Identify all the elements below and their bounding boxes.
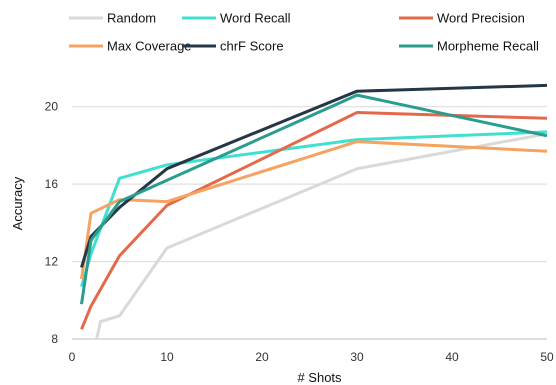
legend-label-random: Random	[107, 11, 156, 26]
x-tick-label: 40	[445, 350, 459, 364]
legend: Random Word Recall Word Precision Max Cover…	[69, 11, 539, 54]
x-tick-label: 30	[350, 350, 364, 364]
series-line-random	[95, 132, 547, 339]
legend-label-max-coverage: Max Coverage	[107, 39, 192, 54]
series-line-morpheme-recall	[80, 93, 547, 305]
x-tick-label: 10	[160, 350, 174, 364]
x-axis-label: # Shots	[297, 370, 342, 385]
plot-area	[80, 83, 547, 339]
x-tick-label: 0	[69, 350, 76, 364]
y-tick-label: 20	[45, 100, 59, 114]
y-tick-labels: 8 12 16 20	[45, 100, 59, 346]
x-tick-label: 20	[255, 350, 269, 364]
y-tick-label: 8	[51, 332, 58, 346]
y-tick-label: 16	[45, 177, 59, 191]
y-axis-label: Accuracy	[10, 176, 25, 230]
series-line-max-coverage	[80, 140, 547, 280]
x-tick-label: 50	[540, 350, 554, 364]
legend-label-word-precision: Word Precision	[437, 11, 525, 26]
gridlines	[72, 106, 547, 263]
series-line-word-precision	[80, 111, 547, 330]
legend-label-chrf-score: chrF Score	[220, 39, 284, 54]
legend-label-morpheme-recall: Morpheme Recall	[437, 39, 539, 54]
legend-label-word-recall: Word Recall	[220, 11, 291, 26]
x-tick-labels: 0 10 20 30 40 50	[69, 350, 554, 364]
y-tick-label: 12	[45, 255, 59, 269]
